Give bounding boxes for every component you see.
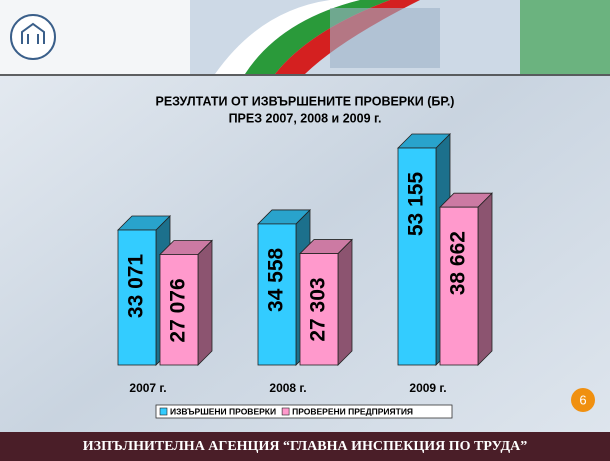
flag-white [215,0,360,74]
chart-title: РЕЗУЛТАТИ ОТ ИЗВЪРШЕНИТЕ ПРОВЕРКИ (БР.) [156,94,455,108]
legend-label: ИЗВЪРШЕНИ ПРОВЕРКИ [170,406,276,416]
bar-side [337,238,353,366]
x-tick-label: 2007 г. [129,381,166,395]
x-tick-label: 2009 г. [409,381,446,395]
value-label: 38 662 [447,231,470,295]
flag-green [245,0,390,74]
legend-swatch [281,407,290,416]
logo-icon [21,22,45,44]
value-label: 27 303 [307,277,330,341]
bar [397,147,437,366]
legend-label: ПРОВЕРЕНИ ПРЕДПРИЯТИЯ [292,406,413,416]
bar-side [197,239,213,366]
bar [439,206,479,366]
footer-text: ИЗПЪЛНИТЕЛНА АГЕНЦИЯ “ГЛАВНА ИНСПЕКЦИЯ П… [83,439,527,454]
x-tick-label: 2008 г. [269,381,306,395]
footer-band [0,432,610,461]
legend [155,404,453,419]
bar-side [477,192,493,366]
header [0,0,610,76]
bar [159,254,199,366]
bar [117,229,157,366]
value-label: 53 155 [405,172,428,237]
legend-swatch [159,407,168,416]
building [330,8,440,68]
value-label: 33 071 [125,254,148,319]
value-label: 34 558 [265,247,288,312]
page-badge [571,388,595,412]
bar [299,253,339,366]
value-label: 27 076 [167,278,190,342]
bar [257,223,297,366]
page-number: 6 [579,392,586,407]
chart-subtitle: ПРЕЗ 2007, 2008 и 2009 г. [229,111,382,125]
plot: 2007 г. 33 071 27 076 2008 г. 34 558 27 303 20… [117,133,493,395]
logo [10,14,56,60]
flag-right [520,0,610,74]
